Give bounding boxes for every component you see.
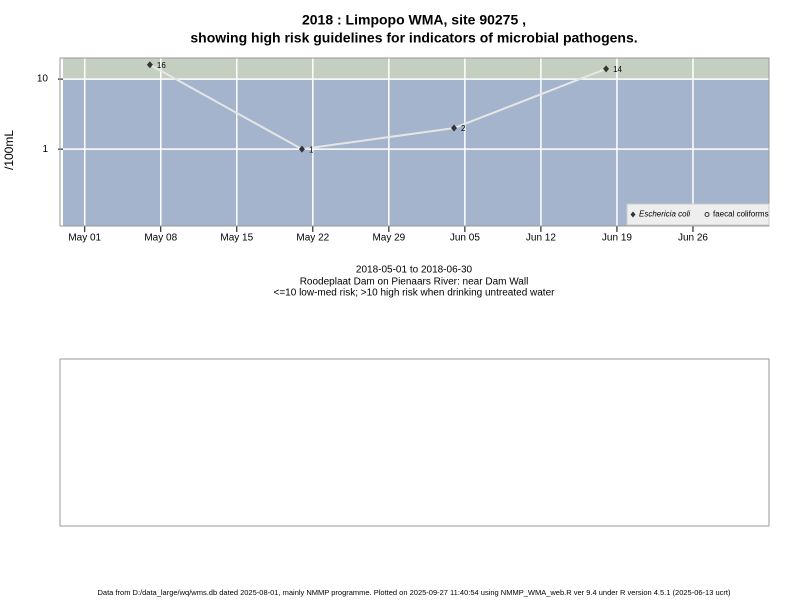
annotation: Roodeplaat Dam on Pienaars River: near D… — [300, 277, 529, 288]
legend-label: Eschericia coli — [639, 210, 690, 219]
legend-marker — [704, 212, 710, 217]
x-tick-label: May 29 — [372, 233, 405, 244]
y-tick-label: 1 — [42, 144, 48, 155]
data-label: 1 — [309, 145, 314, 154]
annotation: <=10 low-med risk; >10 high risk when dr… — [274, 288, 556, 299]
y-tick-label: 10 — [37, 74, 49, 85]
x-tick-label: Jun 12 — [526, 233, 556, 244]
data-label: 2 — [461, 124, 466, 133]
x-tick-label: Jun 26 — [678, 233, 708, 244]
chart-title: 2018 : Limpopo WMA, site 90275 , — [302, 12, 526, 28]
x-tick-label: May 15 — [220, 233, 253, 244]
chart-subtitle: showing high risk guidelines for indicat… — [190, 30, 637, 46]
legend-label: faecal coliforms — [713, 210, 769, 219]
x-tick-label: May 01 — [68, 233, 101, 244]
x-axis-label: 2018-05-01 to 2018-06-30 — [356, 265, 473, 276]
plot-frame — [59, 57, 770, 227]
x-tick-label: May 08 — [144, 233, 177, 244]
data-label: 16 — [157, 61, 166, 70]
legend-marker — [630, 211, 636, 218]
series-line — [149, 63, 607, 151]
empty-panel — [59, 358, 770, 527]
low-risk-band — [63, 79, 769, 226]
data-point — [603, 65, 610, 73]
x-tick-label: Jun 05 — [450, 233, 480, 244]
caption: Data from D:/data_large/wq/wms.db dated … — [98, 588, 731, 597]
data-label: 14 — [613, 65, 622, 74]
x-tick-label: Jun 19 — [602, 233, 632, 244]
legend-box — [626, 203, 770, 226]
data-point — [451, 124, 458, 132]
data-point — [298, 145, 305, 153]
data-point — [146, 61, 153, 69]
x-tick-label: May 22 — [296, 233, 329, 244]
y-axis-label: /100mL — [2, 130, 16, 170]
